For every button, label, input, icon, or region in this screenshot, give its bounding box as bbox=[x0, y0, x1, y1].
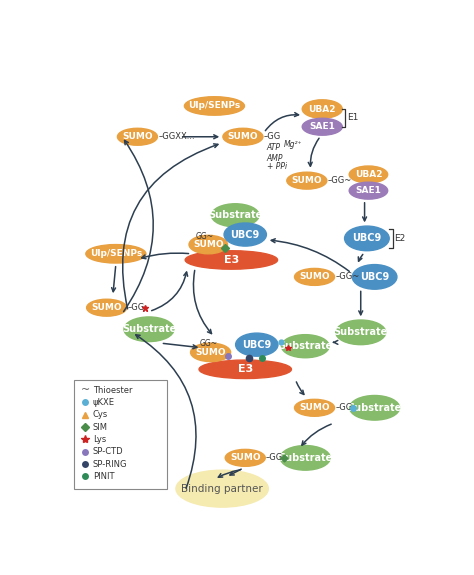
Ellipse shape bbox=[184, 97, 245, 115]
Text: Substrate: Substrate bbox=[278, 453, 332, 463]
Text: Substrate: Substrate bbox=[334, 327, 388, 338]
Ellipse shape bbox=[302, 118, 342, 135]
Ellipse shape bbox=[287, 172, 327, 189]
Text: GG~: GG~ bbox=[195, 232, 213, 242]
Text: SIM: SIM bbox=[93, 423, 108, 432]
Ellipse shape bbox=[294, 269, 335, 285]
Text: SP-RING: SP-RING bbox=[93, 459, 128, 469]
Ellipse shape bbox=[236, 333, 278, 356]
Text: UBC9: UBC9 bbox=[242, 340, 272, 350]
Ellipse shape bbox=[189, 235, 228, 254]
Text: SUMO: SUMO bbox=[299, 273, 330, 281]
Text: SUMO: SUMO bbox=[122, 132, 153, 141]
Text: –GG: –GG bbox=[128, 303, 145, 312]
Text: UBC9: UBC9 bbox=[360, 272, 389, 282]
Text: –GG~: –GG~ bbox=[335, 273, 360, 281]
Text: Binding partner: Binding partner bbox=[181, 484, 263, 494]
Text: E1: E1 bbox=[347, 113, 358, 122]
Text: Ulp/SENPs: Ulp/SENPs bbox=[188, 101, 241, 110]
Text: SUMO: SUMO bbox=[228, 132, 258, 141]
Text: –GGXX...: –GGXX... bbox=[158, 132, 195, 141]
Text: –GG: –GG bbox=[264, 132, 281, 141]
Text: –GG: –GG bbox=[266, 453, 283, 462]
Ellipse shape bbox=[224, 223, 266, 246]
Ellipse shape bbox=[199, 360, 292, 378]
Ellipse shape bbox=[282, 335, 329, 358]
Ellipse shape bbox=[225, 450, 265, 466]
Text: Mg²⁺: Mg²⁺ bbox=[284, 140, 302, 149]
Ellipse shape bbox=[336, 320, 386, 344]
Ellipse shape bbox=[176, 470, 268, 507]
Ellipse shape bbox=[223, 128, 263, 145]
Text: ~: ~ bbox=[81, 385, 90, 395]
Ellipse shape bbox=[349, 166, 388, 183]
Text: Substrate: Substrate bbox=[347, 403, 402, 413]
Text: –GG~: –GG~ bbox=[328, 176, 352, 185]
Text: Substrate: Substrate bbox=[278, 341, 332, 351]
Text: PINIT: PINIT bbox=[93, 472, 114, 481]
Ellipse shape bbox=[345, 226, 389, 251]
Ellipse shape bbox=[191, 343, 231, 362]
Ellipse shape bbox=[280, 446, 330, 470]
Text: E2: E2 bbox=[395, 234, 406, 243]
Text: SAE1: SAE1 bbox=[310, 122, 335, 131]
Ellipse shape bbox=[352, 264, 397, 289]
Text: Ulp/SENPs: Ulp/SENPs bbox=[90, 250, 142, 258]
Text: UBC9: UBC9 bbox=[231, 229, 260, 240]
Text: Thioester: Thioester bbox=[93, 386, 132, 394]
Text: ATP: ATP bbox=[267, 143, 281, 152]
Ellipse shape bbox=[87, 299, 127, 316]
Text: –GG: –GG bbox=[335, 403, 353, 412]
Text: E3: E3 bbox=[237, 365, 253, 374]
Text: GG~: GG~ bbox=[199, 339, 218, 348]
FancyBboxPatch shape bbox=[73, 380, 167, 489]
Text: SAE1: SAE1 bbox=[356, 186, 382, 195]
Ellipse shape bbox=[349, 396, 400, 420]
Ellipse shape bbox=[349, 182, 388, 199]
Text: UBC9: UBC9 bbox=[352, 233, 382, 243]
Ellipse shape bbox=[118, 128, 157, 145]
Ellipse shape bbox=[124, 317, 174, 342]
Ellipse shape bbox=[211, 204, 259, 227]
Text: SUMO: SUMO bbox=[230, 453, 261, 462]
Text: AMP: AMP bbox=[267, 154, 283, 163]
Text: Lys: Lys bbox=[93, 435, 106, 444]
Ellipse shape bbox=[86, 244, 146, 263]
Text: Cys: Cys bbox=[93, 410, 108, 419]
Text: SUMO: SUMO bbox=[299, 403, 330, 412]
Ellipse shape bbox=[185, 251, 278, 269]
Text: SP-CTD: SP-CTD bbox=[93, 447, 123, 456]
Text: Substrate: Substrate bbox=[208, 210, 262, 220]
Text: + PPi: + PPi bbox=[267, 162, 287, 171]
Text: SUMO: SUMO bbox=[195, 348, 226, 357]
Text: E3: E3 bbox=[224, 255, 239, 265]
Ellipse shape bbox=[302, 100, 342, 118]
Text: SUMO: SUMO bbox=[193, 240, 224, 249]
Text: UBA2: UBA2 bbox=[355, 170, 382, 179]
Text: ψKXE: ψKXE bbox=[93, 398, 115, 407]
Text: UBA2: UBA2 bbox=[309, 105, 336, 113]
Ellipse shape bbox=[294, 399, 335, 416]
Text: SUMO: SUMO bbox=[91, 303, 122, 312]
Text: SUMO: SUMO bbox=[292, 176, 322, 185]
Text: Substrate: Substrate bbox=[122, 324, 176, 334]
